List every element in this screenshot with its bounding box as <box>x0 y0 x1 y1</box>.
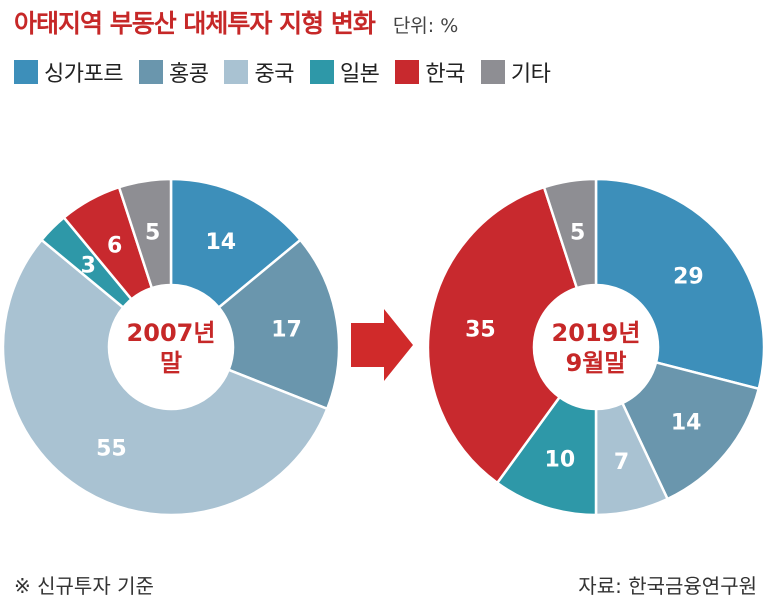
legend: 싱가포르 홍콩 중국 일본 한국 기타 <box>14 56 566 88</box>
slice-value-label: 35 <box>465 318 496 343</box>
legend-swatch <box>224 60 249 84</box>
unit-label: 단위: % <box>392 15 459 37</box>
legend-item: 중국 <box>224 56 294 88</box>
center-label: 9월말 <box>566 349 627 377</box>
center-label: 2019년 <box>552 319 641 347</box>
legend-label: 한국 <box>425 62 465 87</box>
slice-value-label: 5 <box>145 220 160 245</box>
slice-value-label: 55 <box>96 437 127 462</box>
legend-swatch <box>14 60 38 84</box>
slice-value-label: 14 <box>206 230 237 255</box>
slice-value-label: 10 <box>545 447 576 472</box>
slice-홍콩 <box>217 238 341 411</box>
slice-value-label: 29 <box>673 264 704 289</box>
legend-swatch <box>395 60 420 84</box>
legend-label: 싱가포르 <box>44 62 123 87</box>
slice-value-label: 5 <box>570 220 585 245</box>
title-row: 아태지역 부동산 대체투자 지형 변화 단위: % <box>14 4 458 40</box>
slice-싱가포르 <box>169 177 303 310</box>
slice-중국 <box>1 238 329 517</box>
legend-label: 중국 <box>254 62 294 87</box>
legend-item: 한국 <box>395 56 465 88</box>
slice-value-label: 14 <box>671 411 702 436</box>
slice-value-label: 17 <box>271 318 302 343</box>
chart-title: 아태지역 부동산 대체투자 지형 변화 <box>14 9 376 38</box>
legend-swatch <box>138 60 163 84</box>
legend-label: 홍콩 <box>168 62 209 87</box>
slice-한국 <box>426 185 579 485</box>
legend-item: 싱가포르 <box>14 56 123 88</box>
legend-label: 기타 <box>510 62 551 87</box>
center-label: 말 <box>160 349 182 377</box>
footnote: ※ 신규투자 기준 <box>14 574 154 598</box>
slice-싱가포르 <box>594 177 766 391</box>
slice-value-label: 7 <box>614 450 629 475</box>
legend-label: 일본 <box>339 62 380 87</box>
slice-기타 <box>542 177 598 290</box>
slice-홍콩 <box>620 360 761 501</box>
slice-value-label: 3 <box>81 253 96 278</box>
legend-item: 홍콩 <box>138 56 209 88</box>
arrow-icon <box>351 309 413 381</box>
center-label: 2007년 <box>127 319 216 347</box>
slice-value-label: 6 <box>107 233 122 258</box>
slice-기타 <box>117 177 173 290</box>
legend-item: 기타 <box>480 56 551 88</box>
legend-item: 일본 <box>309 56 380 88</box>
legend-swatch <box>480 60 505 84</box>
legend-swatch <box>309 60 334 84</box>
source-note: 자료: 한국금융연구원 <box>578 574 757 598</box>
